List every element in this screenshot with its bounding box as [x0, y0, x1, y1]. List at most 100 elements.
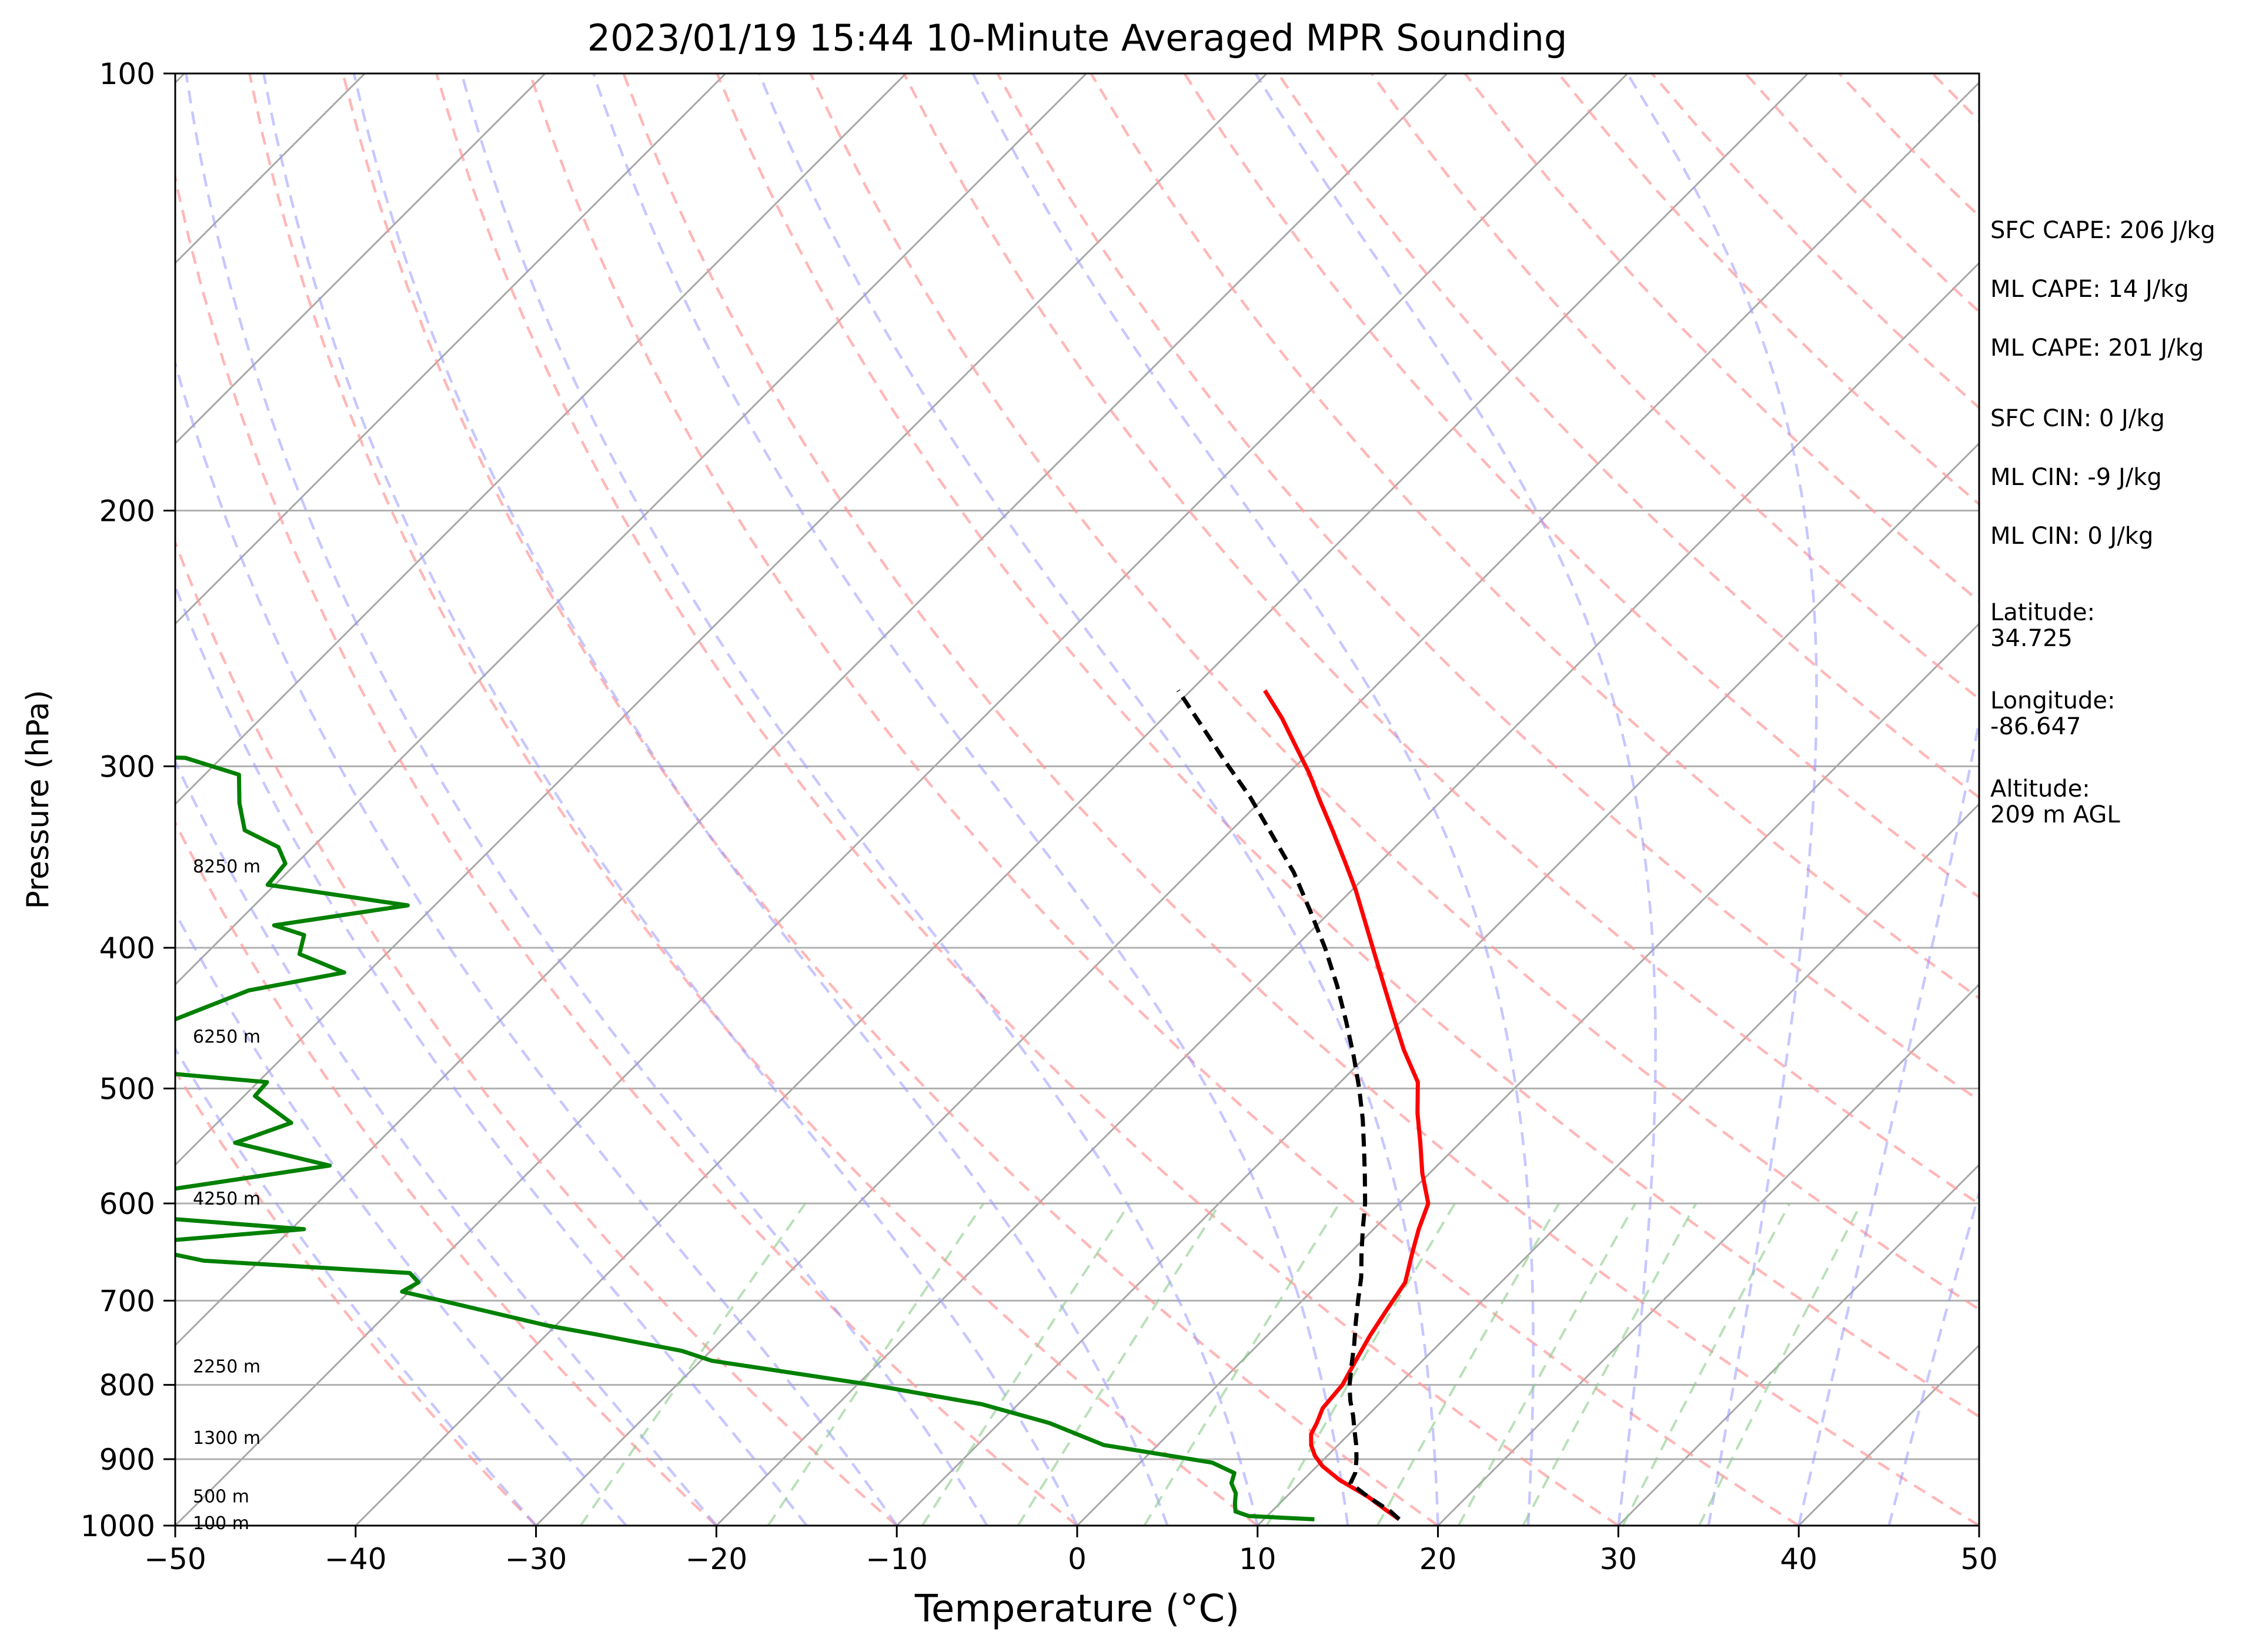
moist-adiabat	[352, 73, 1169, 1526]
dry-adiabat	[529, 73, 1800, 1526]
mixing-ratio-line	[1265, 1202, 1456, 1526]
ml-cin-text: ML CIN: -9 J/kg	[1990, 464, 2162, 491]
height-label: 4250 m	[193, 1189, 260, 1209]
moist-adiabat	[185, 73, 988, 1526]
height-label: 8250 m	[193, 857, 260, 877]
mixing-ratio-line	[1376, 1203, 1560, 1526]
moist-adiabat	[971, 73, 1535, 1526]
isotherm-line	[1076, 622, 1979, 1526]
mixing-ratio-line	[1457, 1203, 1637, 1526]
parcel-profile	[1176, 689, 1401, 1521]
x-tick-label: 0	[1068, 1542, 1087, 1576]
x-tick-label: 30	[1600, 1542, 1638, 1576]
isotherm-line	[175, 73, 1087, 986]
dry-adiabat	[903, 73, 1979, 1206]
x-tick-label: −50	[144, 1542, 206, 1576]
dry-adiabat	[622, 73, 1979, 1526]
moist-adiabat	[1626, 73, 1818, 1526]
mixing-ratio-line	[1017, 1202, 1221, 1526]
moist-adiabat	[262, 73, 1079, 1526]
dry-adiabat	[175, 539, 898, 1526]
height-label: 1300 m	[193, 1428, 260, 1449]
isotherm-line	[1437, 983, 1979, 1526]
mixing-ratio-line	[767, 1202, 985, 1526]
moist-adiabat	[1887, 1188, 1979, 1526]
y-tick-label: 500	[99, 1072, 155, 1106]
dry-adiabat	[716, 73, 1979, 1419]
latitude-text: Latitude: 34.725	[1990, 599, 2096, 652]
mixing-ratio-line	[921, 1202, 1131, 1526]
x-axis-label: Temperature (°C)	[914, 1587, 1239, 1631]
x-tick-label: 10	[1239, 1542, 1276, 1576]
isotherm-line	[535, 81, 1979, 1526]
ml-cape-text: ML CAPE: 14 J/kg	[1990, 276, 2189, 303]
height-label: 6250 m	[193, 1026, 260, 1047]
y-axis-label: Pressure (hPa)	[21, 690, 56, 909]
axes: −50 −40 −30 −20 −10 0 10 20 30 40 50 100 200 300 400 50…	[81, 57, 1998, 1576]
altitude-text: Altitude: 209 m AGL	[1990, 775, 2120, 828]
dry-adiabat	[175, 1069, 537, 1526]
height-label: 100 m	[193, 1513, 249, 1534]
dry-adiabat	[1370, 73, 1979, 701]
plot-frame	[174, 72, 1980, 1527]
temperature-profile	[1263, 689, 1431, 1521]
moist-adiabat	[758, 73, 1439, 1526]
x-tick-label: −10	[865, 1542, 928, 1576]
mixing-ratio-line	[1143, 1202, 1341, 1526]
y-tick-label: 800	[99, 1369, 155, 1403]
longitude-text: Longitude: -86.647	[1990, 687, 2116, 740]
y-tick-label: 700	[99, 1284, 155, 1318]
x-tick-label: −30	[505, 1542, 567, 1576]
isotherm-line	[175, 73, 1448, 1347]
x-tick-label: −40	[325, 1542, 387, 1576]
sfc-cape-text: SFC CAPE: 206 J/kg	[1990, 217, 2215, 244]
isotherm-line	[896, 442, 1979, 1526]
height-labels: 8250 m 6250 m 4250 m 2250 m 1300 m 500 m 100 m	[193, 857, 260, 1534]
moist-adiabat	[175, 582, 808, 1526]
y-tick-label: 400	[99, 931, 155, 965]
reference-lines	[0, 73, 1979, 1526]
y-tick-label: 100	[99, 57, 155, 91]
moist-adiabat	[175, 909, 627, 1526]
moist-adiabat	[175, 758, 718, 1526]
x-tick-label: 50	[1960, 1542, 1998, 1576]
height-label: 500 m	[193, 1487, 249, 1507]
mixing-ratio-line	[579, 1202, 807, 1526]
moist-adiabat	[175, 359, 898, 1526]
dry-adiabat	[175, 170, 1078, 1526]
mixing-ratio-line	[1698, 1203, 1863, 1526]
isotherm-line	[355, 73, 1809, 1526]
y-tick-label: 300	[99, 750, 155, 784]
sounding-profiles	[175, 689, 1431, 1521]
isotherm-line	[175, 73, 907, 805]
sfc-cin-text: SFC CIN: 0 J/kg	[1990, 405, 2165, 432]
isotherm-line	[175, 73, 1629, 1526]
dewpoint-profile	[175, 755, 1315, 1521]
moist-adiabat	[175, 1046, 537, 1526]
mixing-ratio-line	[1522, 1203, 1697, 1526]
y-tick-label: 200	[99, 494, 155, 529]
dry-adiabat	[248, 73, 1259, 1526]
y-tick-label: 1000	[81, 1509, 155, 1543]
x-tick-label: 40	[1780, 1542, 1817, 1576]
isotherm-line	[0, 73, 4, 1526]
dry-adiabat	[435, 73, 1619, 1526]
x-tick-label: 20	[1419, 1542, 1457, 1576]
dry-adiabat	[1090, 73, 1979, 1000]
ml-cape-text-2: ML CAPE: 201 J/kg	[1990, 335, 2204, 362]
isotherm-line	[716, 262, 1979, 1526]
y-tick-label: 900	[99, 1443, 155, 1477]
chart-title: 2023/01/19 15:44 10-Minute Averaged MPR …	[587, 16, 1568, 59]
moist-adiabat	[592, 73, 1349, 1526]
isotherm-line	[1257, 802, 1979, 1526]
dry-adiabat	[342, 73, 1439, 1526]
isotherm-line	[1618, 1163, 1979, 1526]
moist-adiabat	[460, 73, 1259, 1526]
height-label: 2250 m	[193, 1357, 260, 1377]
mixing-ratio-line	[1622, 1203, 1791, 1526]
moist-adiabat	[1254, 73, 1657, 1526]
isotherm-line	[175, 73, 727, 626]
ml-cin-text-2: ML CIN: 0 J/kg	[1990, 523, 2154, 550]
isotherm-line	[175, 73, 1268, 1166]
